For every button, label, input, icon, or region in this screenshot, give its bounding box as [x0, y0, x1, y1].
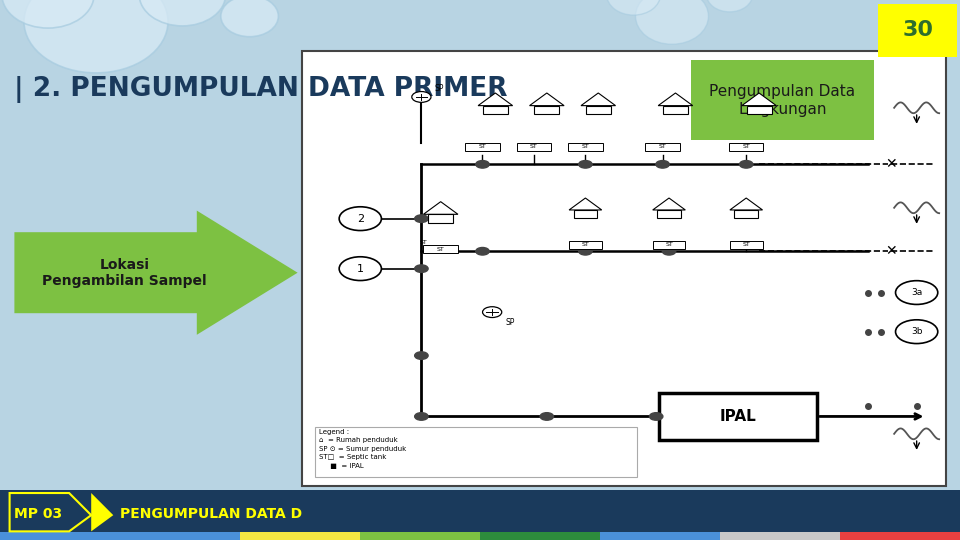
FancyBboxPatch shape [840, 532, 960, 540]
Text: ST: ST [530, 144, 538, 150]
Text: 2: 2 [357, 214, 364, 224]
FancyBboxPatch shape [747, 106, 772, 114]
Text: ST: ST [659, 144, 666, 150]
Polygon shape [659, 93, 693, 106]
FancyBboxPatch shape [516, 143, 551, 151]
Polygon shape [742, 93, 777, 106]
Polygon shape [478, 93, 513, 106]
FancyBboxPatch shape [483, 106, 508, 114]
Text: PENGUMPULAN DATA D: PENGUMPULAN DATA D [120, 507, 302, 521]
Text: ST: ST [437, 247, 444, 252]
Text: ST: ST [582, 144, 589, 150]
Polygon shape [91, 493, 113, 531]
Circle shape [415, 352, 428, 360]
Circle shape [483, 307, 502, 318]
Circle shape [649, 413, 662, 420]
FancyBboxPatch shape [315, 427, 636, 477]
FancyBboxPatch shape [645, 143, 680, 151]
Circle shape [415, 265, 428, 272]
Circle shape [476, 247, 490, 255]
FancyBboxPatch shape [302, 51, 946, 486]
Text: ST: ST [582, 242, 589, 247]
FancyBboxPatch shape [729, 143, 763, 151]
Text: ✕: ✕ [885, 244, 897, 258]
Text: SP: SP [434, 84, 444, 93]
FancyBboxPatch shape [0, 490, 960, 540]
FancyBboxPatch shape [600, 532, 720, 540]
Text: Legend :
⌂  = Rumah penduduk
SP ⊙ = Sumur penduduk
ST□  = Septic tank
     ■  = : Legend : ⌂ = Rumah penduduk SP ⊙ = Sumur… [319, 429, 406, 469]
Ellipse shape [707, 0, 753, 12]
Text: SP: SP [505, 319, 515, 327]
Text: IPAL: IPAL [720, 409, 756, 424]
Circle shape [415, 413, 428, 420]
FancyBboxPatch shape [663, 106, 688, 114]
Text: ST: ST [420, 240, 428, 245]
FancyBboxPatch shape [658, 210, 681, 218]
Text: | 2. PENGUMPULAN DATA PRIMER: | 2. PENGUMPULAN DATA PRIMER [14, 76, 508, 103]
Circle shape [540, 413, 554, 420]
Text: 1: 1 [357, 264, 364, 274]
FancyBboxPatch shape [423, 245, 458, 253]
Circle shape [415, 215, 428, 222]
FancyBboxPatch shape [720, 532, 840, 540]
Circle shape [476, 160, 490, 168]
FancyBboxPatch shape [0, 532, 120, 540]
Circle shape [579, 247, 592, 255]
Circle shape [412, 92, 431, 103]
FancyBboxPatch shape [360, 532, 480, 540]
FancyBboxPatch shape [480, 532, 600, 540]
Polygon shape [653, 198, 685, 210]
Polygon shape [14, 211, 298, 335]
FancyBboxPatch shape [428, 214, 453, 222]
Text: ✕: ✕ [885, 157, 897, 171]
Text: ST: ST [742, 144, 750, 150]
FancyBboxPatch shape [466, 143, 500, 151]
Circle shape [656, 160, 669, 168]
Ellipse shape [636, 0, 708, 44]
Circle shape [896, 281, 938, 305]
Polygon shape [581, 93, 615, 106]
Circle shape [339, 256, 381, 280]
FancyBboxPatch shape [653, 241, 685, 249]
Text: ST: ST [742, 242, 750, 247]
FancyBboxPatch shape [586, 106, 611, 114]
Polygon shape [423, 201, 458, 214]
Ellipse shape [607, 0, 660, 15]
FancyBboxPatch shape [120, 532, 240, 540]
Text: ST: ST [479, 144, 487, 150]
Circle shape [739, 160, 753, 168]
Ellipse shape [221, 0, 278, 37]
FancyBboxPatch shape [730, 241, 762, 249]
Ellipse shape [139, 0, 226, 26]
Circle shape [896, 320, 938, 343]
Circle shape [579, 160, 592, 168]
Circle shape [339, 207, 381, 231]
Ellipse shape [2, 0, 94, 28]
FancyBboxPatch shape [691, 60, 874, 140]
FancyBboxPatch shape [535, 106, 560, 114]
FancyBboxPatch shape [569, 241, 602, 249]
Polygon shape [569, 198, 602, 210]
Polygon shape [10, 493, 91, 531]
FancyBboxPatch shape [240, 532, 360, 540]
Text: Lokasi
Pengambilan Sampel: Lokasi Pengambilan Sampel [42, 258, 207, 288]
FancyBboxPatch shape [734, 210, 758, 218]
Text: ST: ST [665, 242, 673, 247]
FancyBboxPatch shape [660, 393, 817, 440]
FancyBboxPatch shape [568, 143, 603, 151]
Text: 3a: 3a [911, 288, 923, 297]
FancyBboxPatch shape [878, 4, 957, 57]
Text: 3b: 3b [911, 327, 923, 336]
Polygon shape [730, 198, 762, 210]
Polygon shape [530, 93, 564, 106]
Ellipse shape [24, 0, 168, 73]
Circle shape [662, 247, 676, 255]
FancyBboxPatch shape [574, 210, 597, 218]
Text: MP 03: MP 03 [14, 507, 62, 521]
Text: Pengumpulan Data
Lingkungan: Pengumpulan Data Lingkungan [709, 84, 855, 117]
Text: 30: 30 [902, 20, 933, 40]
